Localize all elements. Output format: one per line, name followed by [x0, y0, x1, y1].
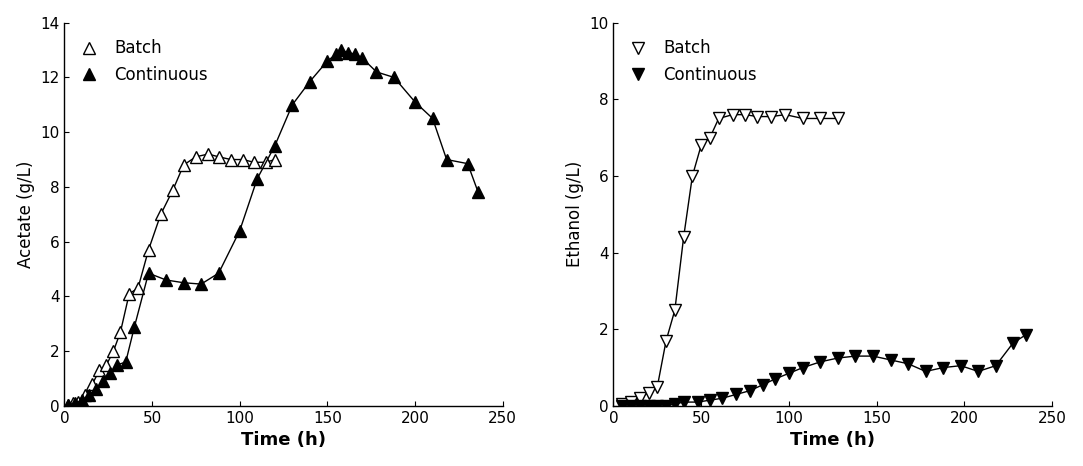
Legend: Batch, Continuous: Batch, Continuous: [73, 31, 217, 92]
Y-axis label: Acetate (g/L): Acetate (g/L): [16, 161, 35, 268]
X-axis label: Time (h): Time (h): [242, 432, 326, 449]
Y-axis label: Ethanol (g/L): Ethanol (g/L): [565, 161, 584, 267]
X-axis label: Time (h): Time (h): [791, 432, 875, 449]
Legend: Batch, Continuous: Batch, Continuous: [622, 31, 766, 92]
